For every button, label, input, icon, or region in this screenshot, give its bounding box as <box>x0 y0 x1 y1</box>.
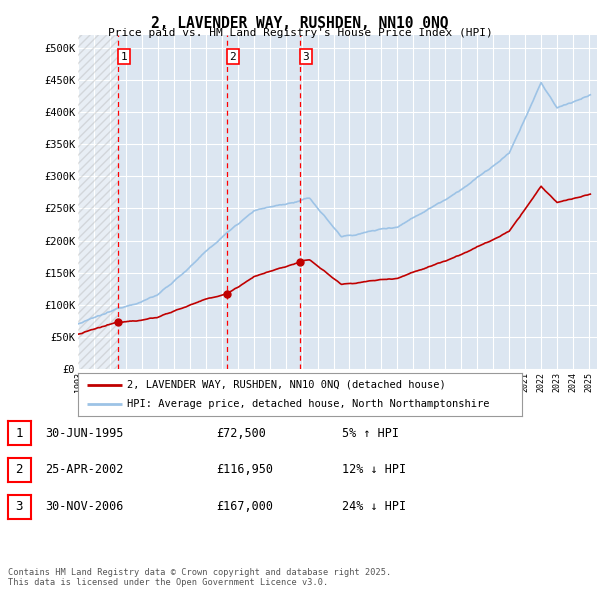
Text: 1: 1 <box>121 51 127 61</box>
Text: £116,950: £116,950 <box>216 464 273 477</box>
Text: HPI: Average price, detached house, North Northamptonshire: HPI: Average price, detached house, Nort… <box>127 399 490 409</box>
Text: 2: 2 <box>16 464 23 477</box>
Text: 5% ↑ HPI: 5% ↑ HPI <box>342 427 399 440</box>
Text: 1: 1 <box>16 427 23 440</box>
Text: 2, LAVENDER WAY, RUSHDEN, NN10 0NQ: 2, LAVENDER WAY, RUSHDEN, NN10 0NQ <box>151 16 449 31</box>
Text: 30-NOV-2006: 30-NOV-2006 <box>45 500 124 513</box>
Text: £72,500: £72,500 <box>216 427 266 440</box>
Text: 3: 3 <box>16 500 23 513</box>
Text: 24% ↓ HPI: 24% ↓ HPI <box>342 500 406 513</box>
Text: £167,000: £167,000 <box>216 500 273 513</box>
Text: 30-JUN-1995: 30-JUN-1995 <box>45 427 124 440</box>
Text: 12% ↓ HPI: 12% ↓ HPI <box>342 464 406 477</box>
Text: Price paid vs. HM Land Registry's House Price Index (HPI): Price paid vs. HM Land Registry's House … <box>107 28 493 38</box>
Text: Contains HM Land Registry data © Crown copyright and database right 2025.
This d: Contains HM Land Registry data © Crown c… <box>8 568 391 587</box>
Text: 2, LAVENDER WAY, RUSHDEN, NN10 0NQ (detached house): 2, LAVENDER WAY, RUSHDEN, NN10 0NQ (deta… <box>127 380 446 390</box>
Text: 3: 3 <box>302 51 310 61</box>
Text: 2: 2 <box>229 51 236 61</box>
Text: 25-APR-2002: 25-APR-2002 <box>45 464 124 477</box>
